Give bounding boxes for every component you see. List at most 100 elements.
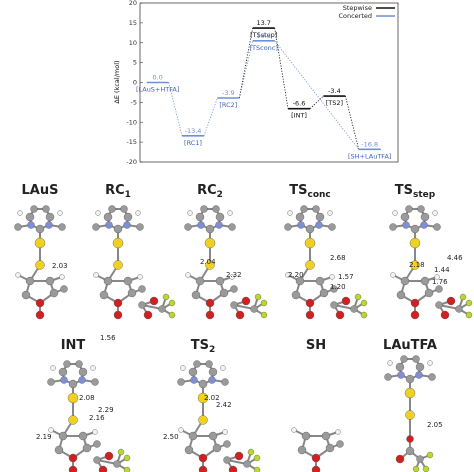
atom bbox=[420, 276, 430, 286]
atom bbox=[446, 296, 456, 306]
structure-label: TS2 bbox=[191, 338, 216, 355]
atom bbox=[235, 310, 245, 320]
atom bbox=[117, 448, 125, 456]
atom bbox=[123, 466, 131, 472]
atom bbox=[228, 465, 238, 472]
molecule bbox=[14, 205, 68, 320]
legend-label: Concerted bbox=[338, 12, 372, 20]
atom bbox=[360, 311, 368, 319]
atom bbox=[402, 221, 410, 229]
atom bbox=[191, 290, 201, 300]
structure-label: SH bbox=[306, 338, 326, 353]
atom bbox=[27, 221, 35, 229]
distance-label: 1.20 bbox=[330, 283, 346, 291]
atom bbox=[198, 465, 208, 472]
structure-label: RC1 bbox=[105, 183, 131, 200]
atom bbox=[137, 274, 143, 280]
value-label: -6.6 bbox=[293, 100, 306, 108]
structure-name: TS bbox=[289, 183, 307, 198]
structure-label: TSstep bbox=[395, 183, 436, 200]
atom bbox=[305, 224, 315, 234]
value-label: -16.8 bbox=[361, 140, 378, 148]
structure-subscript: 2 bbox=[217, 190, 223, 200]
molecule bbox=[384, 355, 436, 472]
atom bbox=[350, 305, 358, 313]
atom bbox=[14, 223, 22, 231]
atom bbox=[93, 456, 101, 464]
y-axis-label: ΔE (kcal/mol) bbox=[113, 60, 121, 103]
atom bbox=[91, 378, 99, 386]
value-label: -3.4 bbox=[328, 87, 341, 95]
atom bbox=[197, 392, 209, 404]
atom bbox=[113, 310, 123, 320]
atom bbox=[253, 454, 261, 462]
atom bbox=[230, 301, 238, 309]
distance-label: 2.05 bbox=[427, 421, 443, 429]
atom bbox=[234, 451, 244, 461]
state-label: [SH+LAuTFA] bbox=[348, 152, 391, 160]
atom bbox=[35, 310, 45, 320]
atom bbox=[409, 237, 421, 249]
distance-label: 2.20 bbox=[288, 271, 304, 279]
atom bbox=[190, 376, 198, 384]
atom bbox=[17, 210, 23, 216]
structure-subscript: 2 bbox=[209, 345, 215, 355]
atom bbox=[416, 455, 424, 463]
atom bbox=[297, 445, 307, 455]
connector bbox=[238, 40, 254, 99]
connector bbox=[168, 82, 183, 136]
atom bbox=[291, 427, 297, 433]
atom bbox=[426, 451, 434, 459]
atom bbox=[99, 290, 109, 300]
distance-label: 1.76 bbox=[432, 278, 448, 286]
atom bbox=[435, 285, 443, 293]
atom bbox=[78, 431, 88, 441]
structure-name: LAuS bbox=[22, 183, 59, 198]
atom bbox=[184, 445, 194, 455]
atom bbox=[58, 223, 66, 231]
atom bbox=[325, 443, 335, 453]
atom bbox=[311, 465, 321, 472]
structure-label: LAuS bbox=[22, 183, 59, 198]
atom bbox=[48, 427, 54, 433]
distance-label: 2.08 bbox=[79, 394, 95, 402]
atom bbox=[138, 285, 146, 293]
molecule bbox=[47, 360, 131, 472]
atom bbox=[287, 210, 293, 216]
atom bbox=[433, 223, 441, 231]
atom bbox=[260, 299, 268, 307]
atom bbox=[208, 367, 218, 377]
atom bbox=[354, 293, 362, 301]
atom bbox=[158, 305, 166, 313]
atom bbox=[250, 305, 258, 313]
atom bbox=[103, 276, 113, 286]
atom bbox=[67, 392, 79, 404]
y-tick-label: 0 bbox=[133, 79, 137, 87]
atom bbox=[108, 205, 116, 213]
atom bbox=[389, 223, 397, 231]
atom bbox=[200, 205, 208, 213]
state-label: [RC1] bbox=[184, 139, 202, 147]
atom bbox=[321, 431, 331, 441]
atom bbox=[420, 212, 430, 222]
atom bbox=[35, 260, 45, 270]
atom bbox=[195, 212, 205, 222]
state-label: [TSstep] bbox=[250, 31, 277, 39]
atom bbox=[205, 224, 215, 234]
atom bbox=[319, 288, 329, 298]
atom bbox=[404, 387, 416, 399]
structure-label: LAuTFA bbox=[383, 338, 437, 353]
atom bbox=[440, 310, 450, 320]
atom bbox=[198, 453, 208, 463]
atom bbox=[305, 310, 315, 320]
atom bbox=[335, 310, 345, 320]
atom bbox=[149, 296, 159, 306]
connector bbox=[274, 40, 360, 150]
atom bbox=[45, 221, 53, 229]
distance-label: 1.56 bbox=[100, 334, 116, 342]
atom bbox=[455, 305, 463, 313]
y-tick-label: -20 bbox=[126, 158, 137, 166]
atom bbox=[208, 431, 218, 441]
distance-label: 4.46 bbox=[447, 254, 463, 262]
